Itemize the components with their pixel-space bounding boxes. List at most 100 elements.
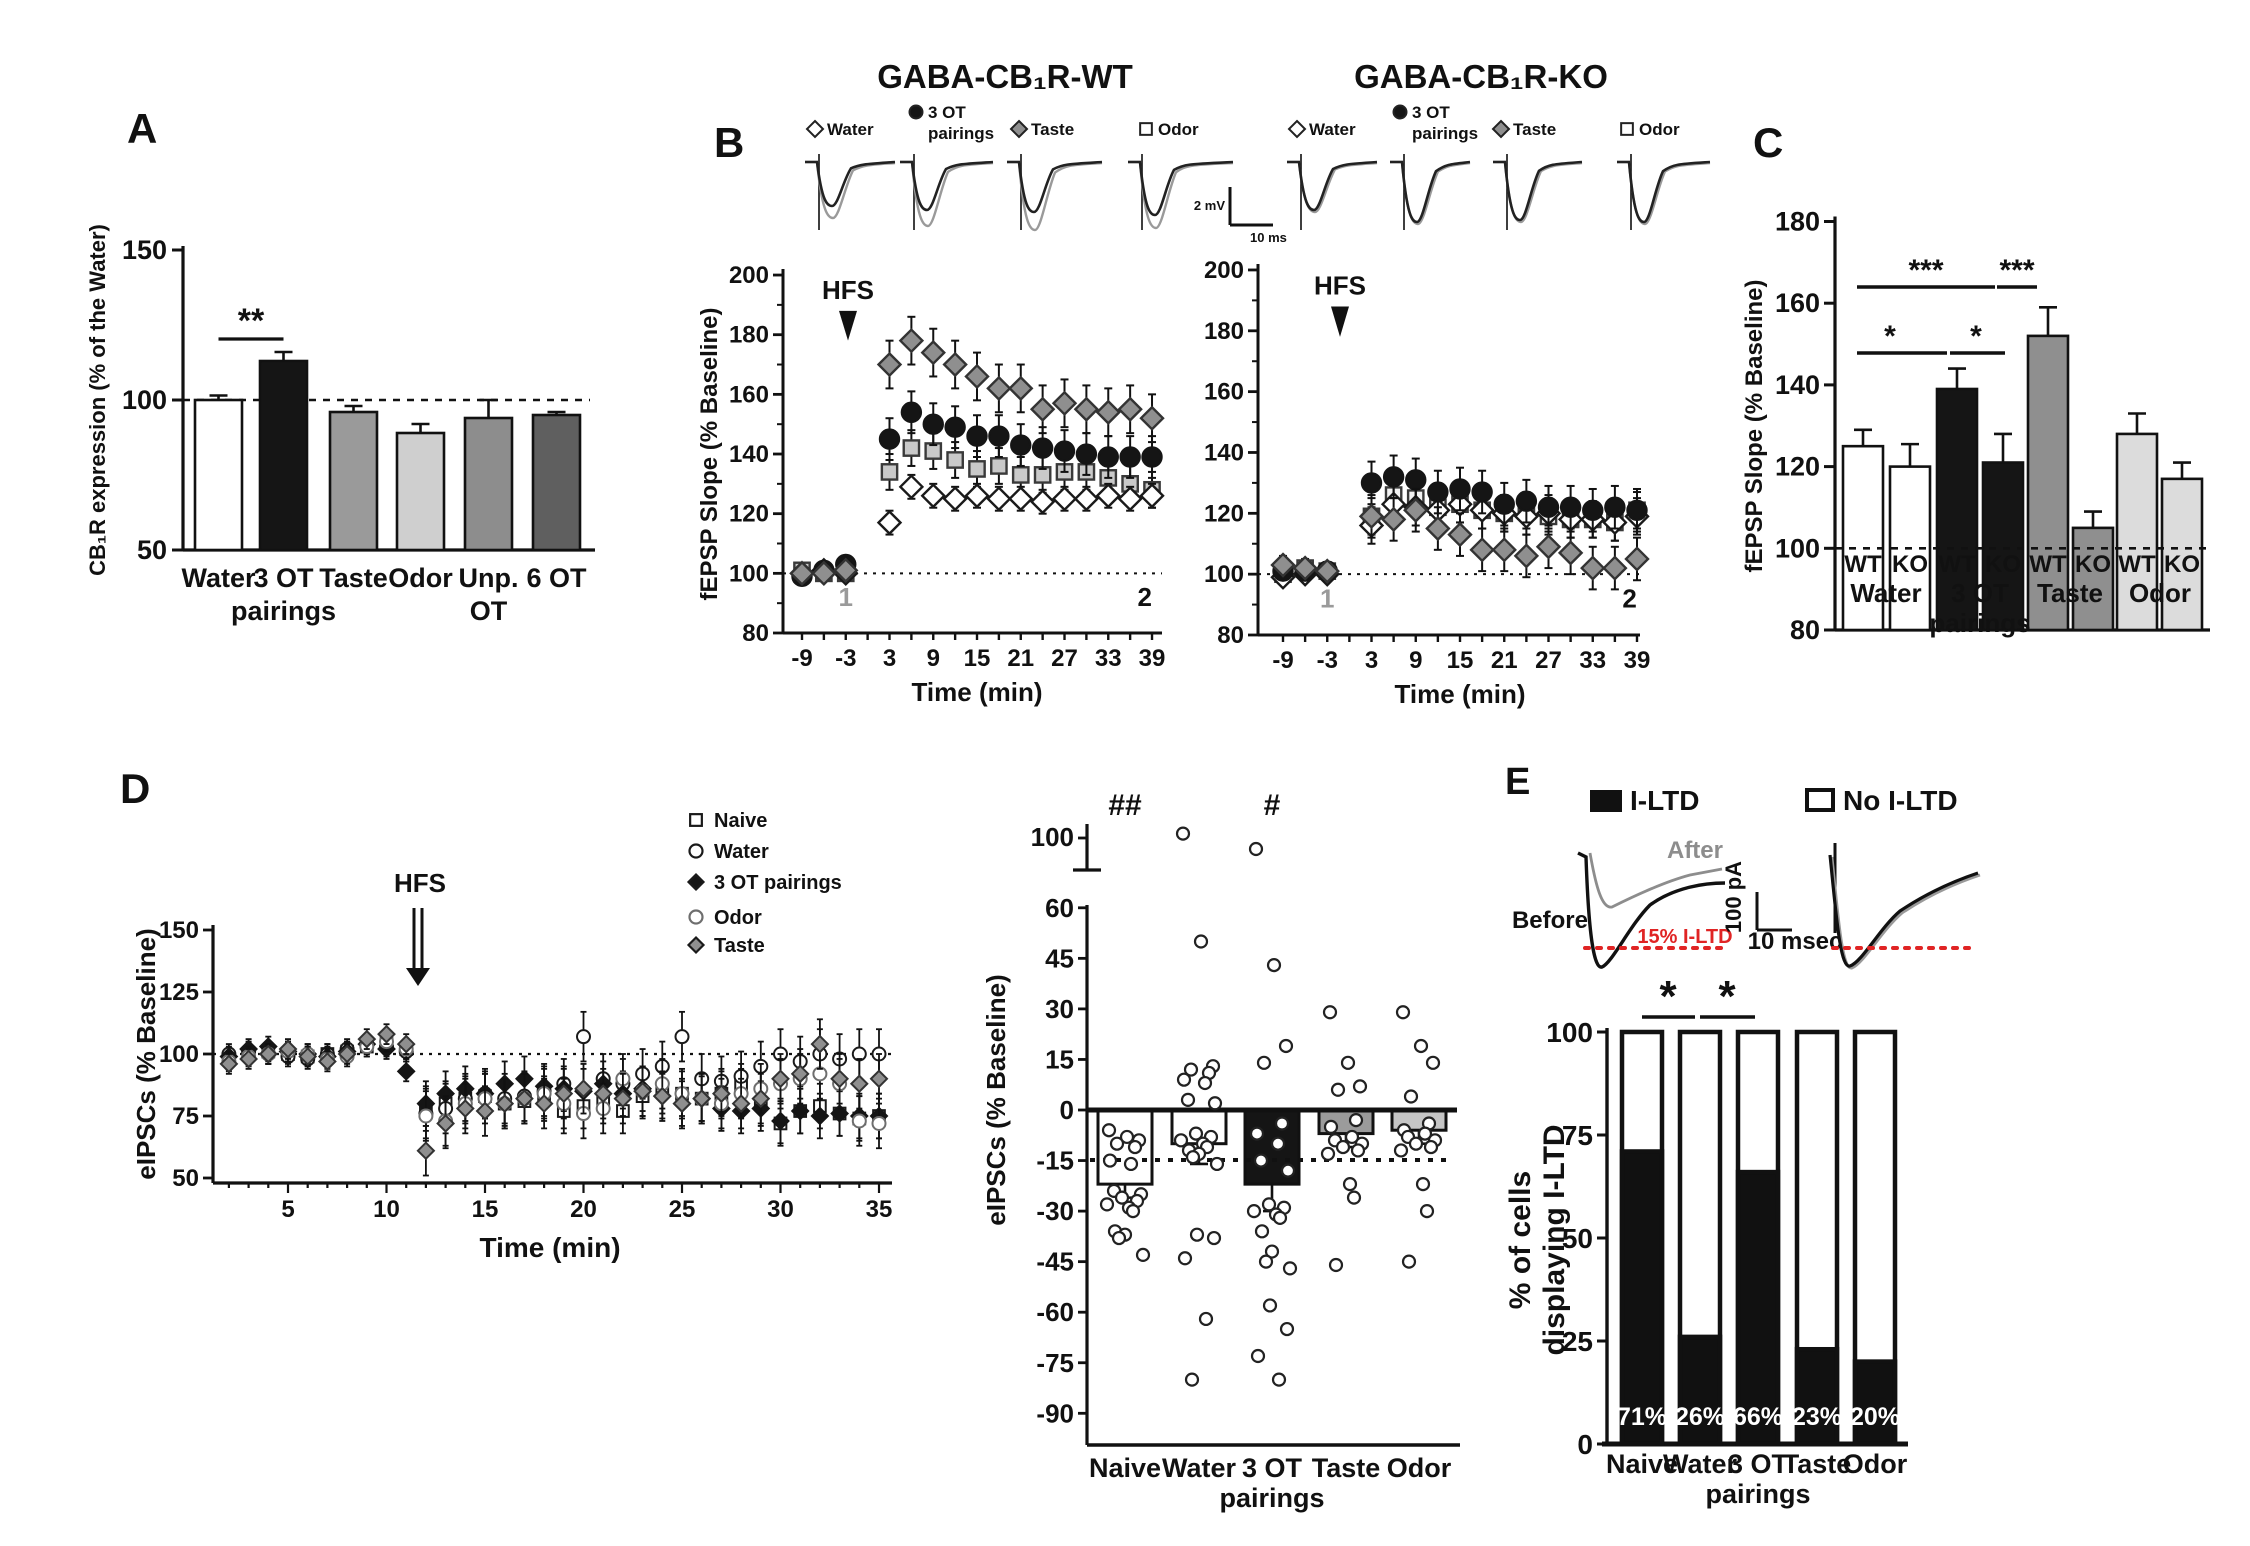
data-point	[1425, 1055, 1441, 1070]
circle-marker	[1626, 499, 1648, 521]
no-iltd-legend-label: No I-LTD	[1843, 785, 1958, 816]
group-sub-label: pairings	[1929, 608, 2030, 638]
y-tick-label: -90	[1036, 1398, 1074, 1428]
trace-pre	[1287, 160, 1378, 212]
phase-1: 1	[1320, 584, 1334, 614]
panel-e-stacked-bar-chart: I-LTD No I-LTD Before After 15% I-LTD 100 pA 1…	[1500, 765, 2210, 1546]
bar-fill	[1852, 1359, 1898, 1447]
diamond-marker	[455, 1099, 475, 1118]
data-point	[1261, 1197, 1277, 1212]
data-point	[1207, 1096, 1223, 1111]
y-tick-label: 80	[1790, 615, 1820, 645]
after-trace	[1830, 856, 1981, 970]
no-iltd-swatch	[1805, 788, 1835, 812]
data-point	[1340, 1055, 1356, 1070]
diamond-marker	[811, 560, 837, 587]
x-tick-label: 9	[1409, 647, 1422, 674]
bar-wt-Water	[1841, 428, 1885, 632]
data-point	[1123, 1156, 1139, 1172]
circle-marker	[1493, 493, 1515, 515]
hfs-arrow	[1331, 306, 1349, 337]
data-point	[1266, 957, 1282, 973]
data-point	[1185, 1150, 1201, 1165]
x-category-label: Taste	[1783, 1449, 1852, 1479]
square-marker	[689, 813, 703, 827]
data-point	[1099, 1197, 1115, 1212]
panel-b-label: B	[714, 119, 745, 166]
legend-label: Water	[714, 841, 769, 863]
group-label: Taste	[2037, 578, 2103, 608]
data-point	[1323, 1119, 1339, 1134]
data-point	[1417, 1126, 1433, 1141]
bar-wt-Odor	[2115, 412, 2159, 632]
x-tick-label: 21	[1007, 645, 1034, 672]
x-category-label: Water	[1162, 1453, 1237, 1483]
y-tick-label: 180	[729, 322, 769, 349]
trace-legend-label: 3 OT pairings	[928, 103, 994, 143]
trace-post	[900, 160, 994, 228]
y-tick-label: -15	[1036, 1146, 1074, 1176]
bar-rect	[1096, 1108, 1154, 1186]
data-point	[1176, 1072, 1192, 1087]
diamond-marker	[731, 1094, 751, 1114]
y-tick-label: 160	[1775, 288, 1820, 318]
sig-label: ***	[1999, 254, 2034, 287]
y-tick-label: 0	[1060, 1095, 1074, 1125]
data-point	[1280, 1163, 1296, 1178]
square-marker	[880, 463, 899, 481]
group-label: Water	[1850, 578, 1921, 608]
ko-title: GABA-CB₁R-KO	[1354, 58, 1608, 95]
x-tick-label: 5	[281, 1196, 294, 1223]
x-tick-label: 27	[1535, 647, 1562, 674]
hfs-label: HFS	[822, 275, 874, 305]
points-Water	[1173, 826, 1225, 1387]
diamond-marker	[396, 1034, 416, 1054]
x-tick-label: 15	[472, 1196, 499, 1223]
panel-c-bar-chart: fEPSP Slope (% Baseline) 80 100 120 140 160 18…	[1740, 190, 2250, 775]
x-category-sub: pairings	[1219, 1483, 1324, 1513]
circle-marker	[944, 416, 966, 438]
diamond-marker	[475, 1101, 495, 1121]
diamond-marker	[771, 1111, 790, 1131]
diamond-marker	[1051, 486, 1078, 512]
diamond-marker	[1095, 483, 1121, 509]
diamond-marker	[1513, 543, 1540, 569]
diamond-marker	[1095, 399, 1121, 425]
data-point	[1125, 1204, 1141, 1219]
diamond-marker	[1557, 540, 1584, 566]
trace-pre	[1007, 160, 1103, 214]
data-point	[1127, 1139, 1143, 1155]
diamond-marker	[1292, 555, 1318, 581]
x-tick-label: -9	[1272, 647, 1293, 674]
x-tick-label: -3	[1317, 647, 1338, 674]
y-tick-label: 120	[729, 501, 769, 528]
fepsp-trace	[1390, 154, 1471, 230]
circle-marker	[1010, 434, 1032, 456]
x-category-label: Odor	[388, 563, 453, 593]
x-axis-title: Time (min)	[479, 1232, 620, 1263]
diamond-marker	[514, 1089, 534, 1109]
data-point	[1248, 841, 1264, 857]
panelB_wt: fEPSP Slope (% Baseline) 80 100 120 140 160 18…	[696, 262, 1165, 707]
diamond-marker	[219, 1054, 239, 1074]
phase-2: 2	[1137, 582, 1151, 612]
bar-fill	[1735, 1169, 1781, 1447]
diamond-marker	[964, 363, 990, 390]
data-point	[1114, 1190, 1130, 1205]
before-label: Before	[1512, 907, 1588, 934]
diamond-marker	[1073, 396, 1100, 422]
y-axis-title: % of cells	[1504, 1171, 1537, 1309]
bar-ko-Odor	[2160, 461, 2204, 632]
x-category-label: 3 OT	[1728, 1449, 1789, 1479]
sig-label: *	[1884, 320, 1896, 353]
panel-c-svg: fEPSP Slope (% Baseline) 80 100 120 140 160 18…	[1741, 207, 2210, 645]
sig-label: *	[1970, 320, 1982, 353]
diamond-marker	[1580, 555, 1606, 581]
diamond-marker	[711, 1084, 731, 1104]
genotype-label: WT	[1938, 551, 1976, 578]
panel-b-svg: GABA-CB₁R-WT GABA-CB₁R-KO Water 3 OT pairing…	[696, 58, 1711, 709]
x-category-label: Water	[1663, 1449, 1738, 1479]
y-tick-label: 100	[1546, 1017, 1593, 1048]
diamond-marker	[790, 1101, 810, 1121]
data-point	[1189, 1227, 1205, 1242]
